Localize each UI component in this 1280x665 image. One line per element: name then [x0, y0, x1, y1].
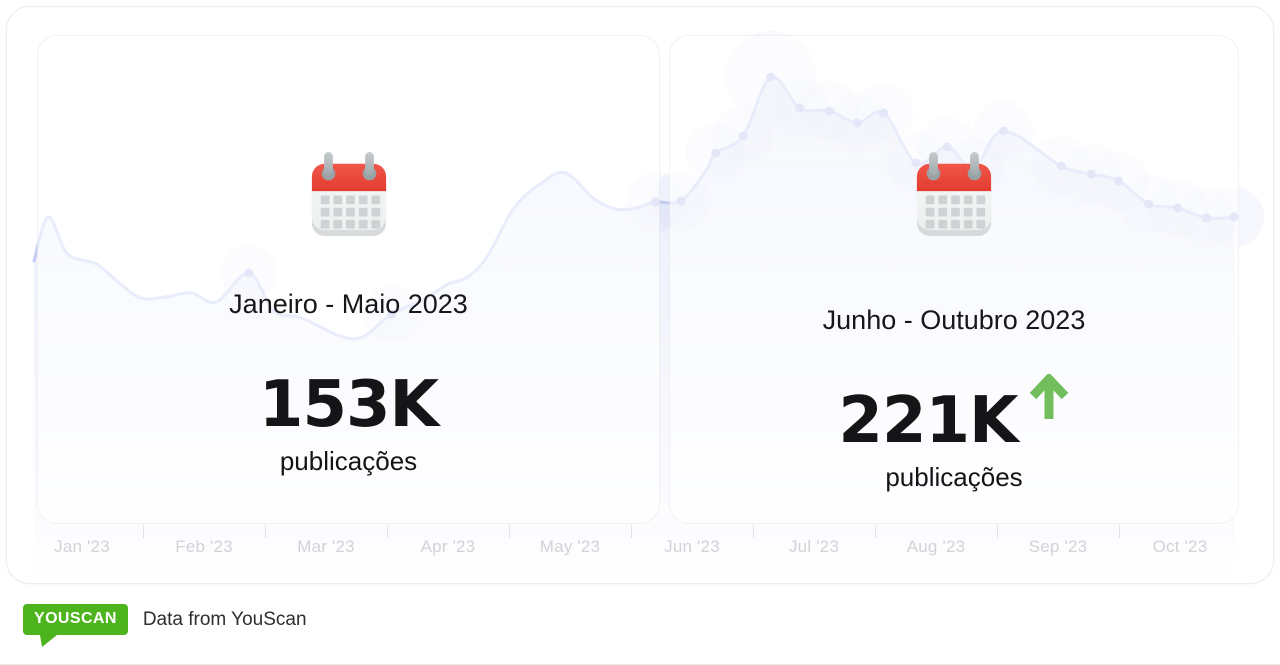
publications-value-row: 153K: [258, 368, 439, 442]
x-axis-label: Jan '23: [54, 537, 110, 556]
calendar-grid: [320, 195, 380, 229]
x-axis-label: Mar '23: [297, 537, 355, 556]
publications-unit-label: publicações: [279, 446, 418, 476]
x-axis-label: Apr '23: [420, 537, 476, 556]
period-title: Junho - Outubro 2023: [822, 305, 1086, 335]
footer: YOUSCAN Data from YouScan: [23, 604, 307, 647]
calendar-icon: [916, 152, 992, 236]
x-axis-label: Feb '23: [175, 537, 233, 556]
youscan-logo-text: YOUSCAN: [34, 610, 117, 627]
chart-panel: Jan '23 Feb '23 Mar '23 Apr '23 May '23 Jun '…: [6, 6, 1274, 584]
x-axis-label: Jun '23: [664, 537, 720, 556]
publications-value-row: 221K: [838, 374, 1069, 458]
x-axis-labels: Jan '23 Feb '23 Mar '23 Apr '23 May '23 Jun '…: [21, 537, 1241, 557]
calendar-icon: [311, 152, 386, 236]
publications-count: 153K: [258, 368, 439, 442]
calendar-grid: [925, 195, 986, 229]
data-source-caption: Data from YouScan: [142, 608, 307, 630]
period-card-jan-may: Janeiro - Maio 2023 153K publicações: [37, 35, 660, 524]
youscan-logo: YOUSCAN: [23, 604, 128, 647]
x-axis-label: Sep '23: [1028, 537, 1088, 556]
publications-unit-label: publicações: [885, 462, 1023, 492]
x-axis-label: Aug '23: [906, 537, 966, 556]
publications-count: 221K: [838, 384, 1018, 458]
speech-bubble-tail: [40, 635, 57, 647]
x-axis-label: May '23: [539, 537, 601, 556]
x-axis-label: Oct '23: [1152, 537, 1208, 556]
period-title: Janeiro - Maio 2023: [229, 289, 468, 319]
x-axis-label: Jul '23: [788, 537, 839, 556]
period-card-jun-oct: Junho - Outubro 2023 221K publicações: [669, 35, 1239, 524]
arrow-up-icon: [1029, 374, 1068, 419]
